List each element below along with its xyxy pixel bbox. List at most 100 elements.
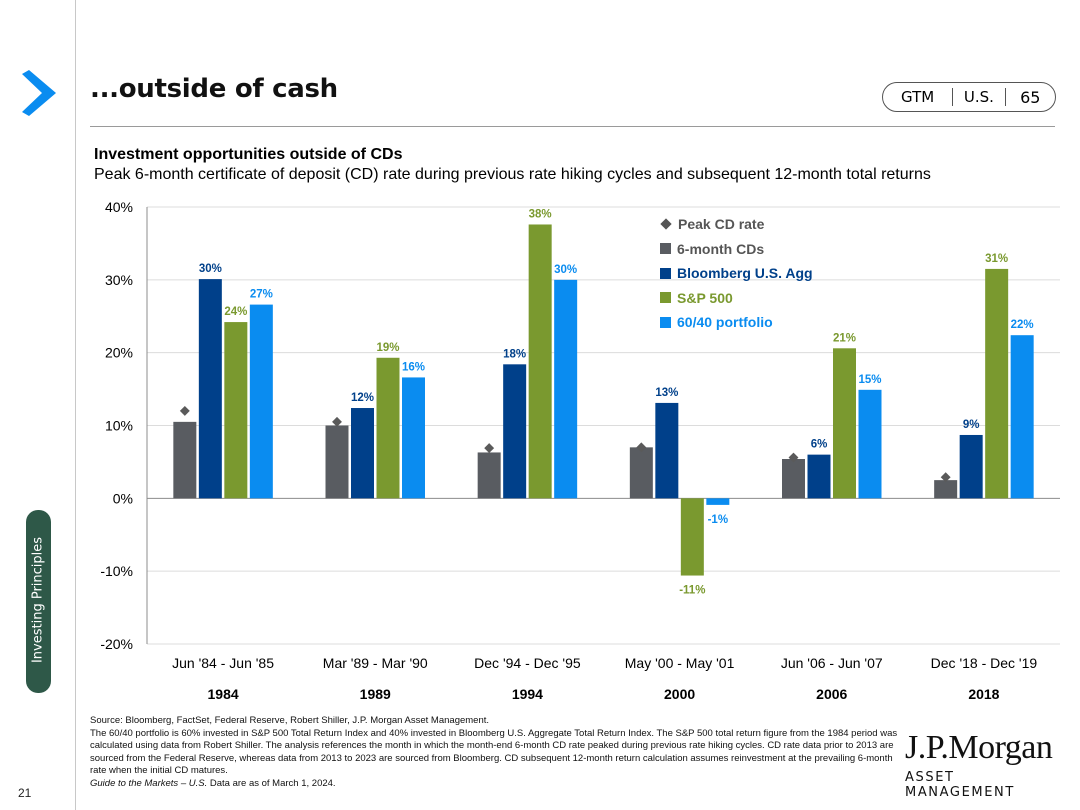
- y-tick-label: 0%: [113, 490, 133, 506]
- legend-item: S&P 500: [660, 286, 813, 311]
- peak-cd-marker: [940, 472, 951, 483]
- peak-cd-marker: [636, 442, 647, 453]
- legend-swatch: [660, 316, 671, 328]
- tag-region: U.S.: [953, 88, 1006, 106]
- bar-cd: [325, 425, 349, 499]
- bar-portfolio: [249, 304, 273, 499]
- year-label: 1994: [512, 686, 543, 702]
- legend-swatch: [660, 267, 671, 279]
- legend-diamond-icon: [660, 218, 672, 230]
- bar-portfolio: [1010, 335, 1034, 499]
- peak-cd-marker: [484, 443, 495, 454]
- y-tick-label: 20%: [105, 345, 133, 361]
- legend-item: Bloomberg U.S. Agg: [660, 261, 813, 286]
- side-tab: [26, 510, 51, 693]
- page-number: 21: [18, 786, 32, 800]
- legend-label: 60/40 portfolio: [677, 314, 773, 331]
- year-label: 2000: [664, 686, 695, 702]
- chart-title: Investment opportunities outside of CDs: [94, 146, 403, 163]
- bar-agg: [807, 454, 831, 499]
- legend-label: Peak CD rate: [678, 216, 765, 233]
- year-label: 2006: [816, 686, 847, 702]
- bar-cd: [173, 421, 197, 499]
- bar-portfolio: [706, 498, 730, 505]
- data-label-sp500: 31%: [985, 253, 1008, 265]
- data-label-agg: 18%: [503, 348, 526, 360]
- y-tick-label: 10%: [105, 418, 133, 434]
- logo-subtitle: ASSET MANAGEMENT: [905, 770, 1015, 800]
- chevron-right-icon: [22, 70, 56, 116]
- bar-agg: [503, 364, 527, 499]
- page-tag-box: GTM U.S. 65: [882, 82, 1056, 112]
- data-label-sp500: 21%: [833, 332, 856, 344]
- bar-portfolio: [554, 279, 578, 499]
- left-divider: [75, 0, 76, 810]
- side-tab-label: Investing Principles: [30, 536, 46, 664]
- legend-item: Peak CD rate: [660, 212, 813, 237]
- data-label-portfolio: 30%: [554, 264, 577, 276]
- chart-legend: Peak CD rate 6-month CDs Bloomberg U.S. Ag…: [660, 212, 813, 335]
- jpmorgan-logo: J.P.Morgan ASSET MANAGEMENT: [905, 729, 1060, 801]
- legend-label: S&P 500: [677, 289, 733, 306]
- x-tick-label: Jun '06 - Jun '07: [781, 655, 883, 671]
- x-tick-label: Jun '84 - Jun '85: [172, 655, 274, 671]
- y-tick-label: 30%: [105, 272, 133, 288]
- year-label: 1984: [208, 686, 239, 702]
- tag-page-number: 65: [1020, 87, 1041, 107]
- bar-cd: [629, 447, 653, 499]
- year-label: 2018: [968, 686, 999, 702]
- as-of-line: Guide to the Markets – U.S. Data are as …: [90, 778, 900, 791]
- data-label-portfolio: 27%: [250, 289, 273, 301]
- bar-portfolio: [402, 377, 425, 499]
- bar-sp500: [528, 224, 552, 499]
- source-line: Source: Bloomberg, FactSet, Federal Rese…: [90, 715, 490, 726]
- legend-swatch: [660, 243, 671, 255]
- y-tick-label: -20%: [100, 636, 133, 652]
- bar-cd: [934, 480, 958, 499]
- bar-cd: [477, 452, 501, 499]
- tag-gtm: GTM: [883, 88, 954, 106]
- title-divider: [90, 126, 1055, 127]
- bar-sp500: [224, 322, 248, 499]
- data-label-sp500: 38%: [529, 208, 552, 220]
- guide-title: Guide to the Markets – U.S.: [90, 777, 208, 789]
- y-tick-label: 40%: [105, 199, 133, 215]
- data-label-agg: 6%: [811, 439, 828, 451]
- bar-sp500: [985, 268, 1009, 499]
- bar-agg: [351, 408, 374, 499]
- legend-item: 6-month CDs: [660, 237, 813, 262]
- data-label-agg: 13%: [655, 387, 678, 399]
- bar-portfolio: [858, 389, 882, 499]
- bar-agg: [655, 402, 679, 499]
- peak-cd-marker: [332, 416, 342, 427]
- chart-subtitle: Peak 6-month certificate of deposit (CD)…: [94, 166, 931, 183]
- data-label-portfolio: 15%: [858, 374, 881, 386]
- source-notes: Source: Bloomberg, FactSet, Federal Rese…: [90, 715, 900, 790]
- y-tick-label: -10%: [100, 563, 133, 579]
- logo-wordmark: J.P.Morgan: [905, 729, 1053, 766]
- data-label-portfolio: 16%: [402, 361, 425, 373]
- legend-item: 60/40 portfolio: [660, 310, 813, 335]
- as-of-date: Data are as of March 1, 2024.: [209, 777, 336, 789]
- x-tick-label: Dec '94 - Dec '95: [474, 655, 581, 671]
- data-label-portfolio: 22%: [1011, 319, 1034, 331]
- x-tick-label: Mar '89 - Mar '90: [323, 655, 428, 671]
- bar-sp500: [376, 357, 400, 499]
- legend-swatch: [660, 292, 671, 304]
- peak-cd-marker: [179, 405, 190, 416]
- data-label-sp500: -11%: [679, 585, 705, 597]
- x-tick-label: May '00 - May '01: [625, 655, 735, 671]
- legend-label: 6-month CDs: [677, 240, 765, 257]
- year-label: 1989: [360, 686, 391, 702]
- data-label-portfolio: -1%: [708, 514, 728, 526]
- data-label-agg: 9%: [963, 419, 980, 431]
- data-label-sp500: 24%: [224, 306, 247, 318]
- data-label-sp500: 19%: [376, 342, 399, 354]
- bar-sp500: [680, 498, 704, 576]
- methodology-note: The 60/40 portfolio is 60% invested in S…: [90, 727, 898, 777]
- bar-cd: [782, 459, 805, 499]
- legend-label: Bloomberg U.S. Agg: [677, 265, 813, 282]
- bar-agg: [959, 434, 983, 499]
- data-label-agg: 12%: [351, 392, 374, 404]
